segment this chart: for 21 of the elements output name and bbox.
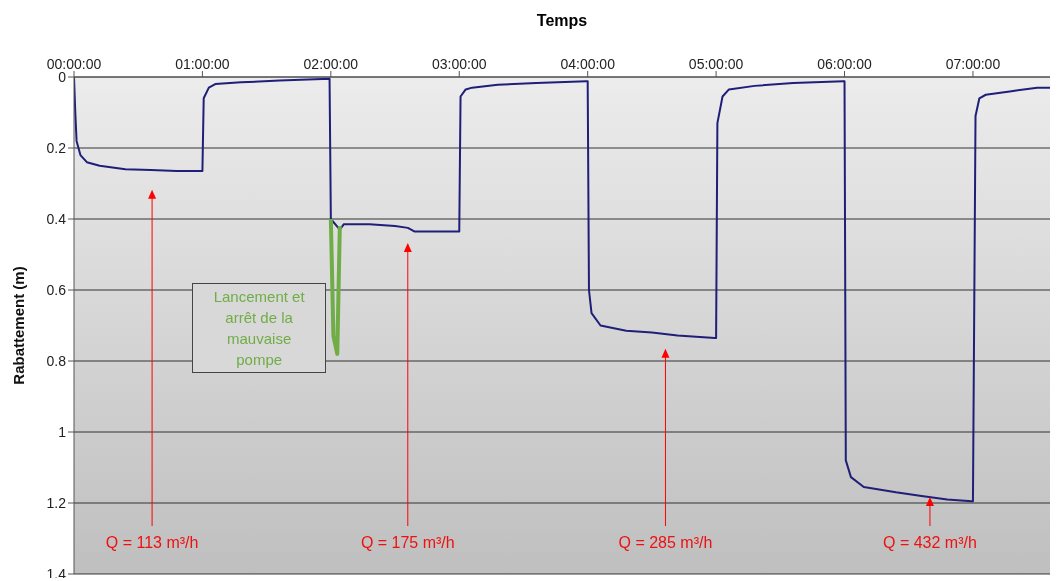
line-series [328,217,342,356]
y-tick-label: 0.4 [46,210,67,227]
x-tick-label: 07:00:00 [945,56,1001,72]
y-tick-label: 1.2 [46,494,67,511]
x-tick-label: 06:00:00 [817,56,872,72]
x-tick-label: 01:00:00 [175,56,230,72]
y-tick-label: 0.2 [46,139,67,156]
y-tick-label: 0.8 [46,352,67,369]
y-tick-label: 1 [58,423,67,440]
annotation: Q = 175 m³/h [360,534,455,551]
x-tick-label: 02:00:00 [303,56,359,72]
x-tick-label: 04:00:00 [560,56,616,72]
annotation: Q = 113 m³/h [105,534,199,551]
x-axis-title: Temps [535,12,589,30]
annotation: Lancement et arrêt de la mauvaise pompe [192,282,327,373]
x-tick-label: 03:00:00 [432,56,487,72]
annotation: Q = 285 m³/h [618,534,713,551]
y-axis-title: Rabattement (m) [10,266,27,385]
y-tick-label: 0.6 [46,281,67,298]
x-tick-label: 05:00:00 [688,56,744,72]
annotation: Q = 432 m³/h [883,534,977,551]
